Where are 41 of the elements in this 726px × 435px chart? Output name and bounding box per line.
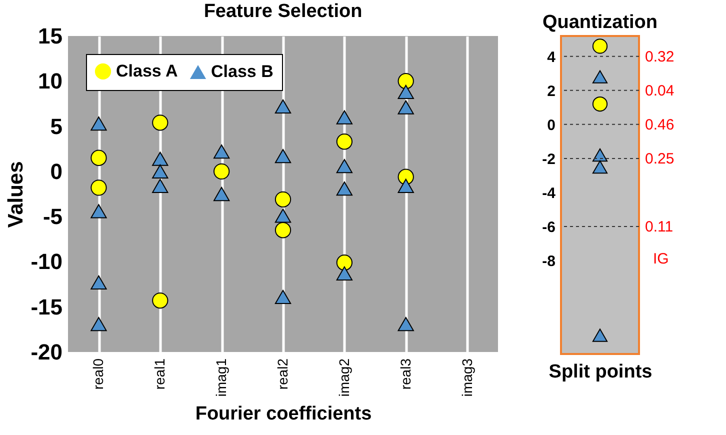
x-axis-title: Fourier coefficients: [195, 404, 372, 425]
y-tick-label: -5: [42, 204, 62, 230]
x-tick-label: imag1: [213, 358, 230, 397]
x-tick-label: imag2: [336, 358, 352, 397]
chart-title: Feature Selection: [204, 1, 362, 22]
legend-label: Class B: [211, 62, 274, 82]
y-tick-label: 15: [38, 24, 62, 48]
point: [592, 160, 608, 174]
text: IG: [653, 250, 669, 268]
legend-label: Class A: [116, 61, 178, 80]
x-tick-label: real2: [274, 358, 290, 390]
y-tick-label: -15: [30, 294, 62, 320]
x-tick-label: real3: [397, 358, 414, 390]
y-tick-label: -10: [30, 249, 62, 274]
y-tick-label: 2: [547, 82, 556, 100]
x-axis-title: Split points: [548, 362, 652, 382]
text: 0.25: [645, 150, 674, 168]
x-tick-label: real1: [152, 358, 168, 390]
point: [592, 38, 608, 54]
point: [592, 96, 608, 112]
y-tick-label: 5: [50, 114, 62, 139]
x-tick-label: imag3: [458, 358, 475, 397]
x-tick-label: real0: [90, 358, 106, 390]
point: [592, 328, 608, 342]
text: 0.46: [645, 116, 674, 134]
y-tick-label: 0: [547, 116, 556, 134]
y-tick-label: 0: [50, 158, 62, 184]
y-tick-label: -8: [542, 252, 556, 270]
y-axis-title: Values: [4, 161, 28, 228]
text: 0.04: [645, 82, 674, 100]
y-tick-label: 10: [38, 68, 62, 94]
y-tick-label: -4: [542, 184, 556, 202]
y-tick-label: 4: [547, 48, 556, 66]
text: 0.32: [645, 48, 674, 66]
y-tick-label: -2: [542, 150, 556, 168]
point: [592, 70, 608, 84]
point: [592, 148, 608, 162]
text: 0.11: [645, 218, 674, 236]
chart-title: Quantization: [542, 12, 658, 33]
y-tick-label: -20: [30, 340, 62, 364]
y-tick-label: -6: [542, 218, 556, 236]
